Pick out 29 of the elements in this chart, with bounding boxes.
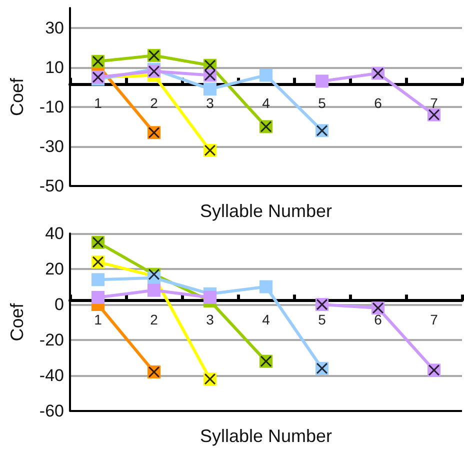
x-tick-label: 2 — [150, 312, 158, 328]
y-axis-title: Coef — [7, 76, 27, 116]
y-tick-label: -20 — [39, 330, 64, 350]
y-tick-label: -60 — [39, 402, 64, 420]
x-tick-label: 7 — [430, 312, 438, 328]
y-tick-label: -40 — [39, 366, 64, 385]
x-tick-label: 6 — [374, 94, 382, 111]
x-tick-label: 1 — [94, 94, 102, 111]
x-tick-label: 6 — [374, 312, 382, 328]
x-tick-label: 7 — [430, 94, 438, 111]
y-tick-label: -50 — [39, 176, 64, 196]
y-tick-label: -10 — [39, 97, 64, 116]
y-tick-label: 30 — [45, 18, 64, 38]
x-tick-label: 5 — [318, 312, 326, 328]
y-tick-label: 40 — [45, 224, 64, 243]
x-tick-label: 4 — [262, 312, 270, 328]
x-tick-label: 2 — [150, 94, 158, 111]
x-axis-title: Syllable Number — [200, 201, 332, 221]
y-tick-label: 20 — [45, 260, 64, 278]
x-axis-title: Syllable Number — [200, 426, 332, 446]
x-tick-label: 3 — [206, 94, 214, 111]
x-tick-label: 4 — [262, 94, 270, 111]
y-tick-label: 0 — [54, 295, 64, 314]
y-axis-title: Coef — [7, 302, 27, 342]
x-tick-label: 1 — [94, 312, 102, 328]
y-tick-label: 10 — [45, 58, 64, 77]
x-tick-label: 3 — [206, 312, 214, 328]
x-tick-label: 5 — [318, 94, 326, 111]
y-tick-label: -30 — [39, 136, 64, 156]
